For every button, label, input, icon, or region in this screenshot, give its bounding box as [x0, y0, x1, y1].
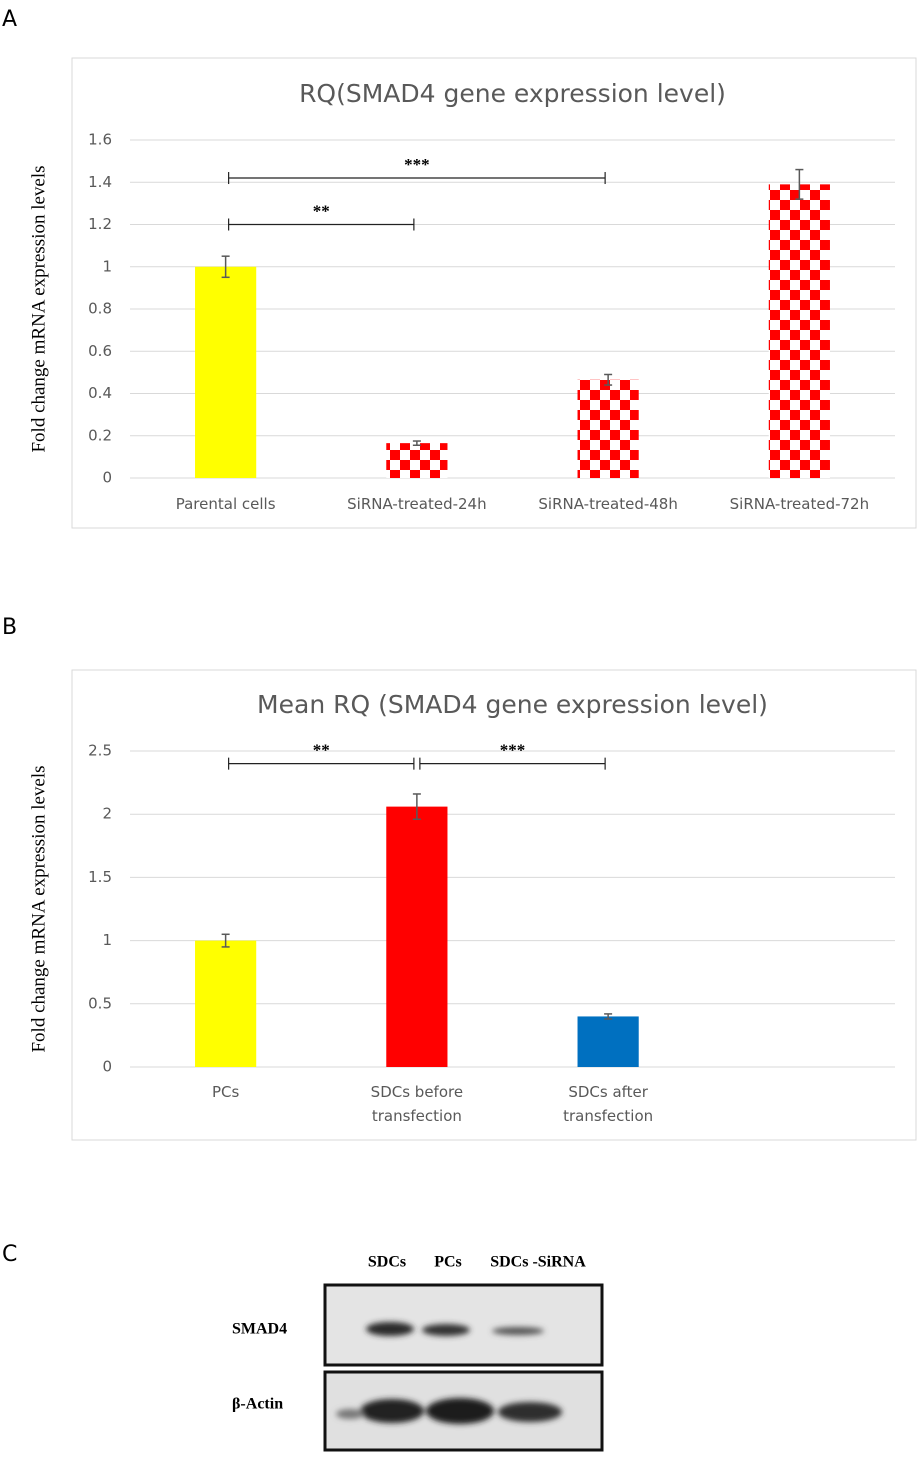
lane-label: PCs [434, 1254, 462, 1271]
error-bar [604, 1013, 613, 1020]
significance-label: *** [500, 741, 526, 760]
panel-label: C [2, 1242, 17, 1267]
panel-label: A [2, 7, 17, 32]
bar [386, 443, 448, 478]
chart-title: RQ(SMAD4 gene expression level) [299, 79, 726, 108]
x-tick-label: SDCs after transfection [563, 1083, 654, 1125]
error-bar [795, 168, 804, 200]
lane-label: SDCs [368, 1254, 406, 1271]
y-tick-label: 1 [102, 931, 112, 949]
y-tick-label: 1.4 [88, 173, 112, 191]
error-bar [412, 440, 421, 447]
y-tick-label: 0.2 [88, 426, 112, 444]
western-blot: SDCs PCs SDCs -SiRNA SMAD4 β-Actin [232, 1254, 604, 1452]
bar [768, 184, 830, 479]
y-tick-label: 1.6 [88, 131, 112, 149]
chart-frame [71, 57, 917, 529]
x-tick-label-box: SiRNA-treated-24h [347, 495, 487, 513]
x-tick-label: SDCs before transfection [370, 1083, 464, 1125]
y-tick-label: 1.5 [88, 868, 112, 886]
y-tick-label: 0 [102, 1058, 112, 1076]
bar [386, 806, 448, 1067]
y-tick-label: 0.4 [88, 384, 112, 402]
y-tick-label: 2 [102, 805, 112, 823]
y-tick-label: 0.5 [88, 994, 112, 1012]
y-axis-label: Fold change mRNA expression levels [28, 765, 49, 1052]
x-tick-label: SiRNA-treated-48h [538, 495, 678, 513]
significance-label: *** [404, 155, 430, 174]
y-tick-label: 0.8 [88, 300, 112, 318]
bar [195, 940, 257, 1067]
chart-title: Mean RQ (SMAD4 gene expression level) [257, 690, 768, 719]
x-tick-label: Parental cells [175, 495, 276, 513]
x-tick-label-box: SDCs after transfection [563, 1083, 654, 1125]
x-tick-label-box: SiRNA-treated-72h [729, 495, 870, 513]
bands [336, 1322, 562, 1424]
error-bar [221, 255, 230, 279]
x-tick-label: PCs [211, 1083, 240, 1101]
blot-frame [323, 1283, 604, 1367]
x-tick-label: SiRNA-treated-72h [729, 495, 870, 513]
significance-label: ** [313, 201, 330, 220]
x-tick-label: SiRNA-treated-24h [347, 495, 487, 513]
y-axis-label: Fold change mRNA expression levels [28, 165, 49, 452]
error-bar [604, 373, 613, 386]
x-tick-label-box: SDCs before transfection [370, 1083, 464, 1125]
bar [577, 1016, 639, 1067]
y-tick-label: 1 [102, 257, 112, 275]
y-tick-label: 0.6 [88, 342, 112, 360]
row-label: β-Actin [232, 1396, 283, 1413]
lane-label: SDCs -SiRNA [490, 1254, 586, 1271]
row-label: SMAD4 [232, 1321, 287, 1338]
y-tick-label: 0 [102, 469, 112, 487]
x-tick-label-box: PCs [211, 1083, 240, 1101]
chart-frame [71, 669, 917, 1141]
y-tick-label: 1.2 [88, 215, 112, 233]
x-tick-label-box: Parental cells [175, 495, 276, 513]
error-bar [221, 933, 230, 948]
bar [195, 266, 257, 478]
bar [577, 379, 639, 478]
panel-label: B [2, 615, 17, 640]
y-tick-label: 2.5 [88, 742, 112, 760]
error-bar [412, 793, 421, 821]
x-tick-label-box: SiRNA-treated-48h [538, 495, 678, 513]
significance-label: ** [313, 741, 330, 760]
